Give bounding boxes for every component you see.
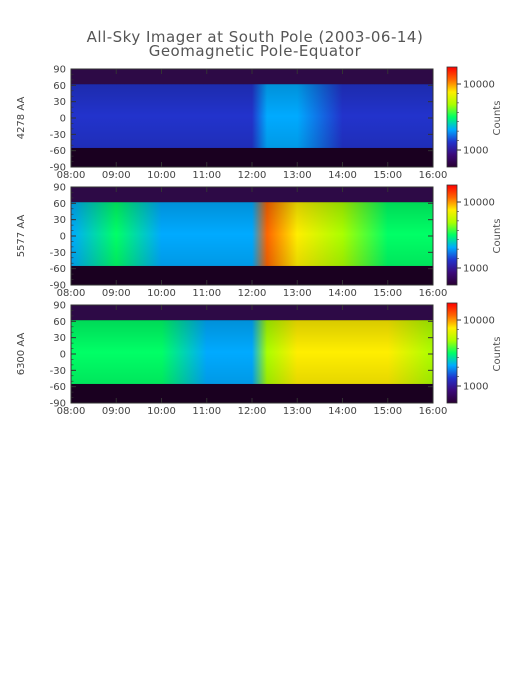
x-tick-label: 16:00 bbox=[419, 288, 448, 299]
x-tick-label: 12:00 bbox=[238, 406, 267, 417]
x-tick-label: 15:00 bbox=[373, 170, 402, 181]
x-tick-label: 10:00 bbox=[147, 170, 176, 181]
colorbar-tick-label: 10000 bbox=[463, 316, 495, 327]
x-tick-label: 08:00 bbox=[57, 170, 86, 181]
x-tick-label: 14:00 bbox=[328, 406, 357, 417]
y-tick-label: -90 bbox=[50, 281, 66, 292]
heatmap-shading bbox=[71, 320, 433, 384]
y-tick-label: 90 bbox=[53, 65, 66, 76]
y-axis-label: 4278 AA bbox=[16, 97, 27, 140]
y-tick-label: 30 bbox=[53, 215, 66, 226]
x-tick-label: 12:00 bbox=[238, 288, 267, 299]
x-tick-label: 09:00 bbox=[102, 406, 131, 417]
x-tick-label: 09:00 bbox=[102, 170, 131, 181]
chart-subtitle: Geomagnetic Pole-Equator bbox=[149, 42, 362, 60]
chart-title: All-Sky Imager at South Pole (2003-06-14… bbox=[87, 28, 424, 46]
y-tick-label: 0 bbox=[60, 114, 66, 125]
x-tick-label: 16:00 bbox=[419, 170, 448, 181]
x-tick-label: 10:00 bbox=[147, 406, 176, 417]
y-tick-label: -60 bbox=[50, 146, 66, 157]
colorbar bbox=[446, 66, 458, 168]
x-tick-label: 11:00 bbox=[192, 170, 221, 181]
x-tick-label: 13:00 bbox=[283, 406, 312, 417]
y-tick-label: 90 bbox=[53, 183, 66, 194]
x-tick-label: 08:00 bbox=[57, 406, 86, 417]
y-tick-label: -30 bbox=[50, 366, 66, 377]
heatmap-shading bbox=[71, 84, 433, 148]
y-tick-label: 0 bbox=[60, 232, 66, 243]
y-tick-label: 90 bbox=[53, 301, 66, 312]
colorbar-label: Counts bbox=[492, 219, 503, 254]
y-axis-label: 5577 AA bbox=[16, 215, 27, 258]
colorbar-tick-label: 1000 bbox=[463, 382, 488, 393]
y-tick-label: -90 bbox=[50, 399, 66, 410]
colorbar bbox=[446, 184, 458, 286]
x-tick-label: 13:00 bbox=[283, 170, 312, 181]
colorbar-tick-label: 10000 bbox=[463, 198, 495, 209]
x-tick-label: 12:00 bbox=[238, 170, 267, 181]
y-tick-label: 60 bbox=[53, 317, 66, 328]
x-tick-label: 11:00 bbox=[192, 288, 221, 299]
y-tick-label: -90 bbox=[50, 163, 66, 174]
x-tick-label: 10:00 bbox=[147, 288, 176, 299]
y-tick-label: 30 bbox=[53, 333, 66, 344]
y-tick-label: -30 bbox=[50, 130, 66, 141]
colorbar-tick-label: 10000 bbox=[463, 80, 495, 91]
colorbar-label: Counts bbox=[492, 337, 503, 372]
x-tick-label: 14:00 bbox=[328, 288, 357, 299]
y-tick-label: -60 bbox=[50, 382, 66, 393]
heatmap-shading bbox=[71, 202, 433, 266]
x-tick-label: 08:00 bbox=[57, 288, 86, 299]
y-tick-label: 60 bbox=[53, 199, 66, 210]
x-tick-label: 11:00 bbox=[192, 406, 221, 417]
colorbar-tick-label: 1000 bbox=[463, 146, 488, 157]
y-tick-label: 60 bbox=[53, 81, 66, 92]
y-tick-label: 0 bbox=[60, 350, 66, 361]
colorbar-label: Counts bbox=[492, 101, 503, 136]
x-tick-label: 15:00 bbox=[373, 406, 402, 417]
y-axis-label: 6300 AA bbox=[16, 333, 27, 376]
x-tick-label: 15:00 bbox=[373, 288, 402, 299]
x-tick-label: 13:00 bbox=[283, 288, 312, 299]
y-tick-label: -30 bbox=[50, 248, 66, 259]
colorbar-tick-label: 1000 bbox=[463, 264, 488, 275]
x-tick-label: 16:00 bbox=[419, 406, 448, 417]
x-tick-label: 09:00 bbox=[102, 288, 131, 299]
colorbar bbox=[446, 302, 458, 404]
x-tick-label: 14:00 bbox=[328, 170, 357, 181]
y-tick-label: -60 bbox=[50, 264, 66, 275]
y-tick-label: 30 bbox=[53, 97, 66, 108]
